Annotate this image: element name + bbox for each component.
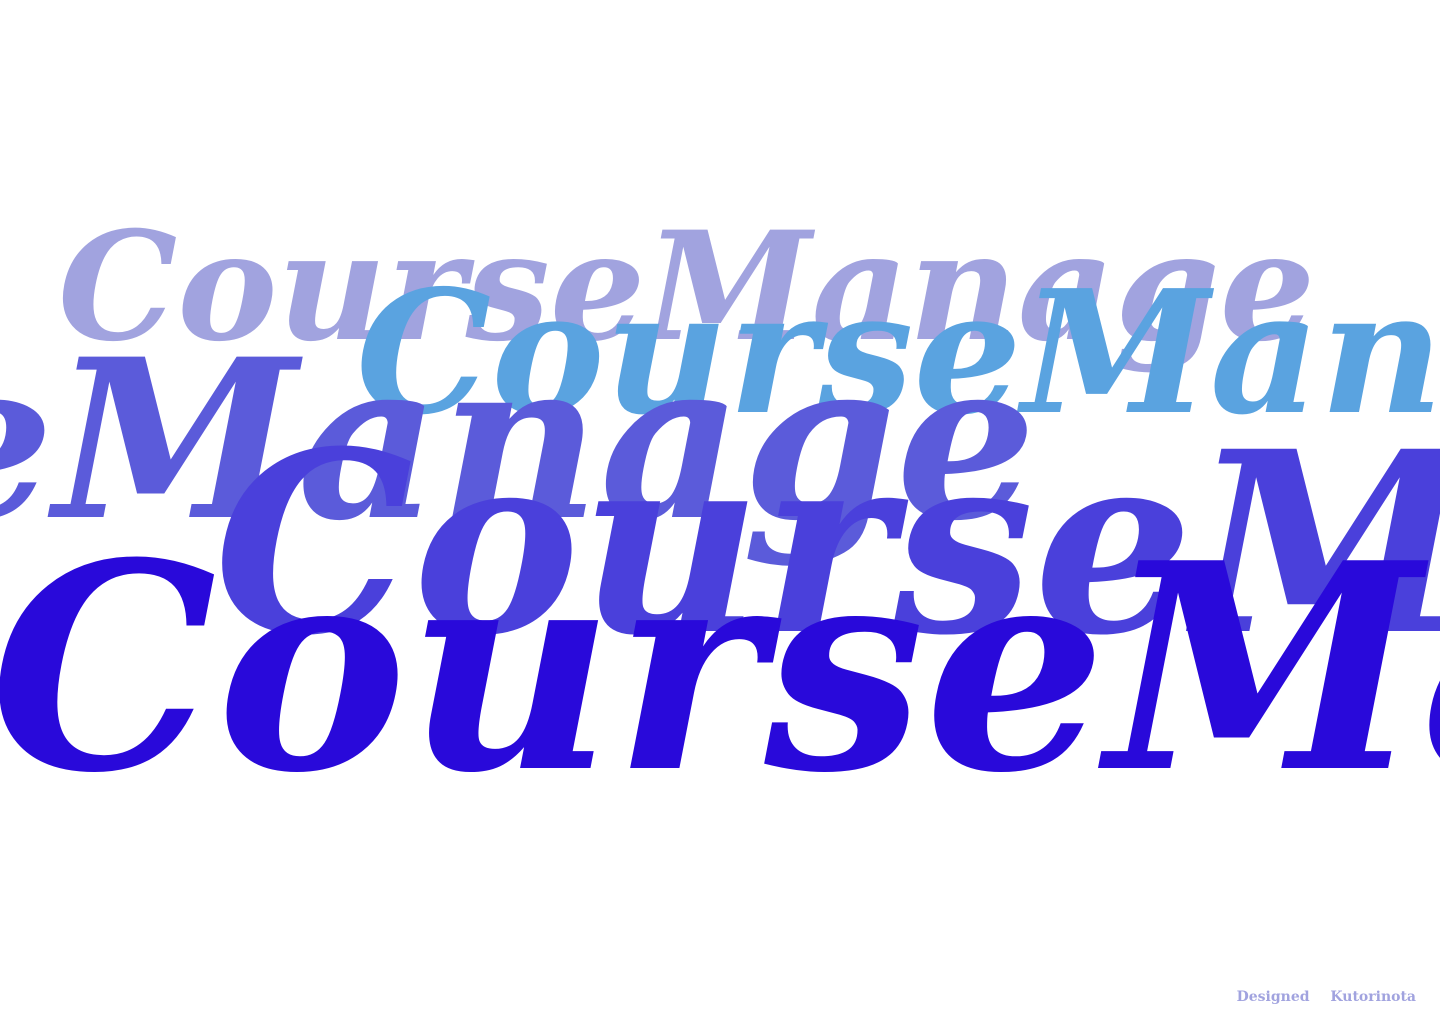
title-layer-2: CourseMan [356,253,1440,453]
title-layer-1: CourseManage [58,199,1316,375]
credit-label: Designed [1236,989,1310,1005]
designer-credit: Designed Kutorinota [1237,990,1416,1004]
title-layer-4: CourseMa [214,396,1440,690]
credit-author: Kutorinota [1330,989,1416,1005]
title-layer-3: seManage [0,310,1037,569]
title-layer-5: CourseMa [0,501,1440,836]
